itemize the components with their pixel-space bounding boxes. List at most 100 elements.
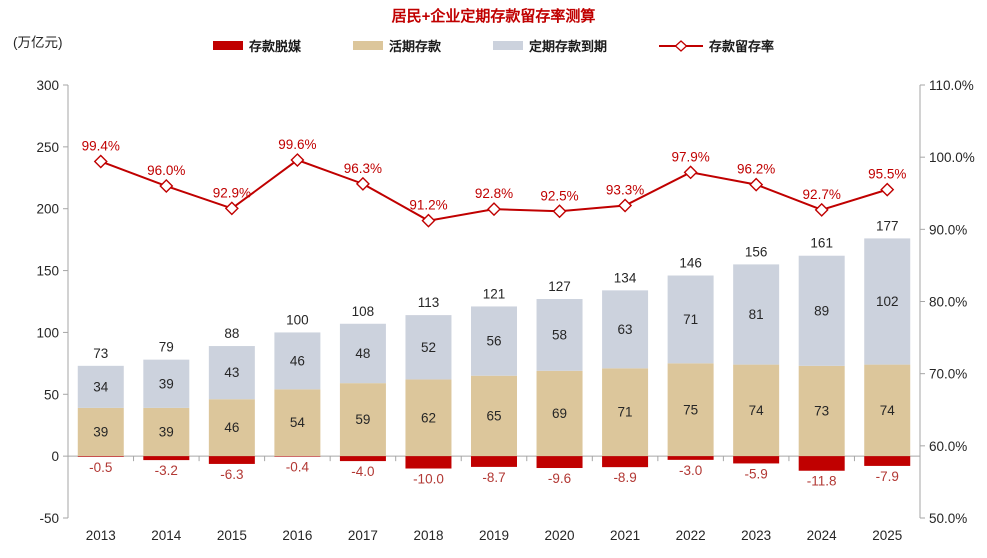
bar-segment-label: 73 xyxy=(814,403,829,418)
bar-time-deposit xyxy=(733,264,780,365)
rate-label: 93.3% xyxy=(606,183,644,198)
bar-disintermediation xyxy=(77,456,124,457)
left-axis-tick-label: 0 xyxy=(51,449,59,464)
negative-value-label: -4.0 xyxy=(351,464,374,479)
rate-label: 96.2% xyxy=(737,162,775,177)
bar-segment-label: 48 xyxy=(355,346,370,361)
bar-demand-deposit xyxy=(208,399,255,457)
bar-segment-label: 58 xyxy=(552,327,567,342)
line-marker-diamond xyxy=(355,176,370,191)
bar-disintermediation xyxy=(733,456,780,464)
left-axis-tick-label: -50 xyxy=(39,511,59,526)
right-axis-tick-label: 110.0% xyxy=(929,78,974,93)
legend-item-time-deposits-maturing: 定期存款到期 xyxy=(493,36,607,55)
bar-segment-label: 81 xyxy=(749,307,764,322)
left-axis-tick-label: 150 xyxy=(36,264,59,279)
year-label: 2024 xyxy=(807,528,838,543)
bar-disintermediation xyxy=(471,456,517,467)
line-marker-diamond xyxy=(552,204,567,219)
line-marker-diamond xyxy=(93,154,108,169)
bar-disintermediation xyxy=(798,456,845,471)
bar-total-label: 134 xyxy=(614,270,637,285)
bar-total-label: 79 xyxy=(159,340,174,355)
bar-segment-label: 54 xyxy=(290,415,306,430)
rate-label: 96.3% xyxy=(344,161,382,176)
bar-total-label: 73 xyxy=(93,346,108,361)
year-label: 2018 xyxy=(413,528,443,543)
year-label: 2013 xyxy=(86,528,116,543)
bar-time-deposit xyxy=(77,365,124,408)
bar-demand-deposit xyxy=(667,363,714,457)
legend: 存款脱媒 活期存款 定期存款到期 存款留存率 xyxy=(0,36,987,55)
bar-time-deposit xyxy=(667,275,714,364)
legend-item-demand-deposits: 活期存款 xyxy=(352,36,441,55)
legend-label: 存款留存率 xyxy=(709,39,775,54)
line-marker-diamond xyxy=(224,201,239,216)
bar-time-deposit xyxy=(864,238,911,365)
bar-time-deposit xyxy=(143,359,190,408)
bar-segment-label: 43 xyxy=(224,365,239,380)
bar-segment-label: 69 xyxy=(552,406,567,421)
legend-label: 活期存款 xyxy=(388,39,441,54)
bar-disintermediation xyxy=(667,456,714,460)
rate-label: 99.6% xyxy=(278,137,316,152)
negative-value-label: -11.8 xyxy=(807,474,837,489)
bar-disintermediation xyxy=(208,456,255,464)
bar-total-label: 177 xyxy=(876,218,899,233)
bar-demand-deposit xyxy=(339,383,386,457)
line-marker-diamond xyxy=(421,213,436,228)
bar-total-label: 121 xyxy=(483,286,506,301)
rate-label: 91.2% xyxy=(409,198,447,213)
bar-segment-label: 56 xyxy=(486,334,501,349)
bar-total-label: 161 xyxy=(810,236,833,251)
line-marker-diamond xyxy=(487,202,501,217)
bar-total-label: 127 xyxy=(548,279,571,294)
bar-segment-label: 102 xyxy=(876,294,899,309)
right-axis-tick-label: 100.0% xyxy=(929,150,975,165)
right-axis-tick-label: 50.0% xyxy=(929,511,967,526)
bar-demand-deposit xyxy=(536,370,583,457)
bar-total-label: 156 xyxy=(745,244,768,259)
line-marker-diamond xyxy=(290,153,305,168)
legend-swatch-demand-deposits xyxy=(352,41,383,50)
negative-value-label: -6.3 xyxy=(220,467,243,482)
bar-segment-label: 75 xyxy=(683,402,698,417)
legend-label: 定期存款到期 xyxy=(529,39,608,54)
bar-demand-deposit xyxy=(602,368,649,457)
bar-disintermediation xyxy=(405,456,452,469)
bar-disintermediation xyxy=(864,456,911,466)
bar-segment-label: 39 xyxy=(159,425,174,440)
right-axis-tick-label: 80.0% xyxy=(929,295,967,310)
negative-value-label: -0.4 xyxy=(286,460,310,475)
line-marker-diamond xyxy=(683,165,698,180)
bar-time-deposit xyxy=(405,315,452,380)
legend-item-disintermediation: 存款脱媒 xyxy=(212,36,301,55)
bar-disintermediation xyxy=(143,456,190,461)
year-label: 2017 xyxy=(348,528,378,543)
negative-value-label: -8.7 xyxy=(482,470,505,485)
bar-segment-label: 59 xyxy=(355,412,370,427)
bar-demand-deposit xyxy=(405,379,452,457)
negative-value-label: -10.0 xyxy=(413,472,444,487)
negative-value-label: -3.0 xyxy=(679,463,702,478)
bar-demand-deposit xyxy=(274,389,321,457)
bar-segment-label: 52 xyxy=(421,340,436,355)
bar-disintermediation xyxy=(339,456,386,462)
year-label: 2023 xyxy=(741,528,771,543)
year-label: 2020 xyxy=(545,528,575,543)
left-axis-tick-label: 200 xyxy=(36,202,59,217)
line-marker-diamond xyxy=(159,179,174,194)
bar-segment-label: 39 xyxy=(159,376,174,391)
line-marker-diamond xyxy=(880,182,895,197)
bar-time-deposit xyxy=(274,332,321,390)
negative-value-label: -3.2 xyxy=(155,463,178,478)
legend-item-retention-rate: 存款留存率 xyxy=(659,36,774,55)
bar-segment-label: 46 xyxy=(224,420,239,435)
bar-segment-label: 65 xyxy=(486,408,501,423)
year-label: 2014 xyxy=(151,528,182,543)
rate-label: 99.4% xyxy=(82,138,120,153)
rate-label: 92.7% xyxy=(803,187,841,202)
bar-demand-deposit xyxy=(77,407,124,457)
rate-label: 92.5% xyxy=(540,188,578,203)
